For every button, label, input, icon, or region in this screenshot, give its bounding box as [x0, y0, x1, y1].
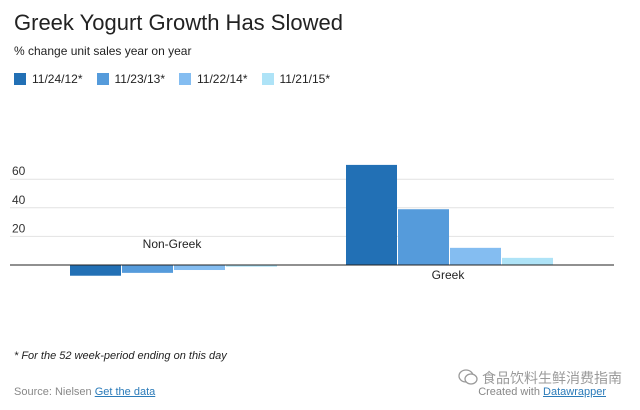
watermark: 食品饮料生鲜消费指南 — [458, 368, 622, 388]
bar-chart: 20 40 60 Non-Greek Greek — [10, 164, 614, 282]
legend-item: 11/24/12* — [14, 72, 83, 86]
y-tick-label: 60 — [12, 164, 26, 178]
legend-label: 11/22/14* — [197, 72, 248, 86]
watermark-text: 食品饮料生鲜消费指南 — [482, 370, 622, 386]
bar — [502, 257, 553, 265]
legend-label: 11/21/15* — [279, 72, 331, 86]
legend-label: 11/23/13* — [114, 72, 166, 86]
category-label: Non-Greek — [143, 237, 203, 251]
credit-line: Created with Datawrapper — [478, 386, 606, 398]
get-data-link[interactable]: Get the data — [94, 386, 156, 398]
bar — [226, 265, 277, 267]
bar — [70, 265, 121, 276]
source-line: Source: Nielsen Get the data — [14, 386, 155, 398]
wechat-icon — [458, 368, 478, 388]
datawrapper-link[interactable]: Datawrapper — [543, 386, 606, 398]
legend: 11/24/12* 11/23/13* 11/22/14* 11/21/15* — [14, 72, 330, 86]
footnote: * For the 52 week-period ending on this … — [14, 350, 227, 362]
source-label: Source: Nielsen — [14, 386, 92, 398]
bar — [174, 265, 225, 271]
legend-swatch — [261, 73, 274, 85]
y-tick-label: 40 — [12, 193, 26, 207]
bar — [122, 265, 173, 273]
legend-item: 11/22/14* — [179, 72, 248, 86]
legend-swatch — [179, 73, 191, 85]
legend-swatch — [14, 73, 26, 85]
bar — [346, 164, 397, 265]
legend-item: 11/21/15* — [261, 72, 331, 86]
legend-label: 11/24/12* — [32, 72, 83, 86]
chart-title: Greek Yogurt Growth Has Slowed — [14, 10, 343, 35]
chart-subtitle: % change unit sales year on year — [14, 44, 192, 58]
bar — [450, 247, 501, 265]
legend-swatch — [96, 73, 109, 85]
bar — [398, 209, 449, 265]
y-tick-label: 20 — [12, 221, 26, 235]
credit-label: Created with — [478, 386, 540, 398]
legend-item: 11/23/13* — [96, 72, 166, 86]
category-label: Greek — [432, 268, 466, 282]
